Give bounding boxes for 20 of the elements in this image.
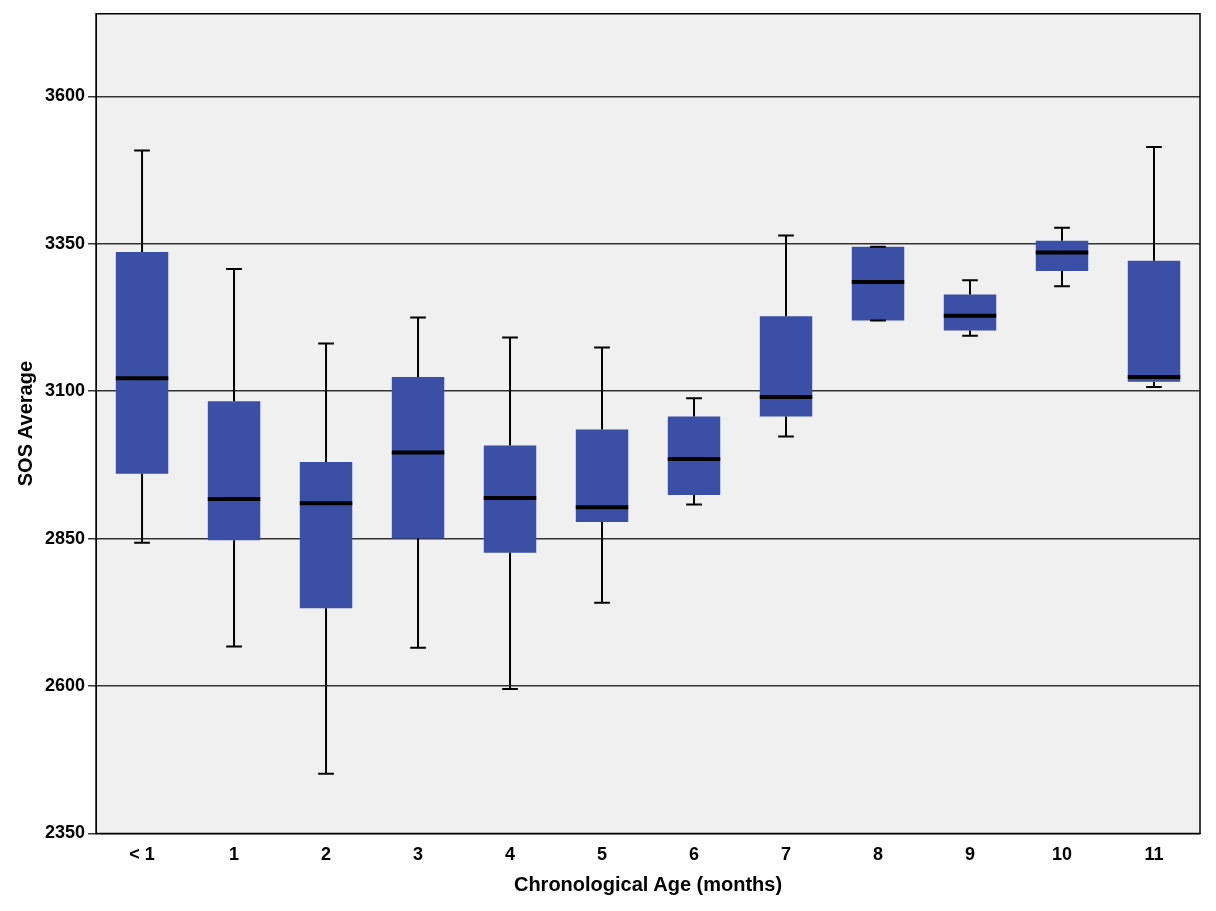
x-axis-title: Chronological Age (months) (513, 872, 783, 895)
y-axis-title: SOS Average (13, 360, 36, 487)
x-tick-label: 1 (229, 844, 240, 865)
x-tick-label: 2 (321, 844, 332, 865)
y-tick-label: 2850 (45, 527, 86, 548)
x-tick-label: 6 (689, 844, 700, 865)
x-tick-label: 7 (781, 844, 792, 865)
y-tick-label: 3350 (45, 232, 86, 253)
x-tick-label: 3 (413, 844, 424, 865)
x-tick-label: 10 (1051, 844, 1073, 865)
y-tick-label: 2600 (45, 674, 86, 695)
x-tick-label: 4 (505, 844, 516, 865)
x-tick-label: 8 (873, 844, 884, 865)
x-tick-label: < 1 (129, 844, 155, 865)
x-tick-label: 5 (597, 844, 608, 865)
x-tick-label: 9 (965, 844, 976, 865)
y-tick-label: 3600 (45, 85, 86, 106)
y-tick-label: 2350 (45, 822, 86, 843)
x-tick-label: 11 (1144, 844, 1164, 865)
y-tick-label: 3100 (45, 380, 86, 401)
